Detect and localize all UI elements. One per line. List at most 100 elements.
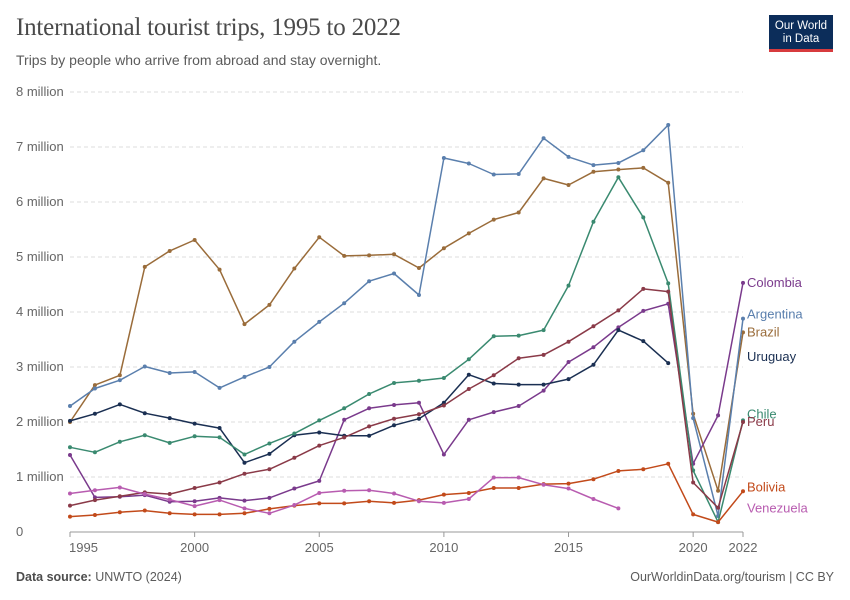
data-point[interactable] [541, 482, 546, 487]
data-point[interactable] [566, 283, 571, 288]
data-point[interactable] [167, 416, 172, 421]
data-point[interactable] [92, 488, 97, 493]
data-point[interactable] [267, 506, 272, 511]
data-point[interactable] [242, 460, 247, 465]
data-point[interactable] [591, 219, 596, 224]
data-point[interactable] [92, 512, 97, 517]
data-point[interactable] [367, 424, 372, 429]
data-point[interactable] [566, 154, 571, 159]
data-point[interactable] [616, 506, 621, 511]
data-point[interactable] [117, 485, 122, 490]
data-point[interactable] [167, 511, 172, 516]
data-point[interactable] [367, 253, 372, 258]
data-point[interactable] [167, 248, 172, 253]
data-point[interactable] [342, 417, 347, 422]
data-point[interactable] [491, 475, 496, 480]
data-point[interactable] [516, 475, 521, 480]
data-point[interactable] [641, 467, 646, 472]
data-point[interactable] [92, 495, 97, 500]
data-point[interactable] [566, 339, 571, 344]
data-point[interactable] [392, 491, 397, 496]
data-point[interactable] [167, 497, 172, 502]
data-point[interactable] [117, 494, 122, 499]
data-point[interactable] [68, 404, 72, 409]
data-point[interactable] [666, 361, 671, 366]
data-point[interactable] [317, 430, 322, 435]
data-point[interactable] [117, 510, 122, 515]
data-point[interactable] [466, 417, 471, 422]
data-point[interactable] [666, 289, 671, 294]
data-point[interactable] [142, 492, 147, 497]
data-point[interactable] [217, 385, 222, 390]
data-point[interactable] [441, 500, 446, 505]
data-point[interactable] [68, 503, 72, 508]
data-point[interactable] [466, 231, 471, 236]
series-line-colombia[interactable] [69, 282, 744, 503]
data-point[interactable] [691, 480, 696, 485]
data-point[interactable] [242, 471, 247, 476]
data-point[interactable] [142, 264, 147, 269]
data-point[interactable] [416, 292, 421, 297]
data-point[interactable] [491, 217, 496, 222]
data-point[interactable] [741, 420, 745, 424]
data-point[interactable] [591, 169, 596, 174]
series-argentina[interactable] [68, 123, 745, 519]
data-point[interactable] [192, 504, 197, 509]
data-point[interactable] [566, 486, 571, 491]
data-point[interactable] [217, 480, 222, 485]
data-point[interactable] [292, 455, 297, 460]
data-point[interactable] [516, 210, 521, 215]
data-point[interactable] [641, 215, 646, 220]
data-point[interactable] [441, 376, 446, 380]
data-point[interactable] [516, 404, 521, 409]
series-line-argentina[interactable] [69, 124, 744, 517]
data-point[interactable] [317, 501, 322, 506]
data-point[interactable] [317, 319, 322, 324]
data-point[interactable] [641, 148, 646, 153]
data-point[interactable] [192, 499, 197, 504]
series-line-chile[interactable] [69, 176, 744, 523]
data-point[interactable] [317, 490, 322, 495]
data-point[interactable] [466, 387, 471, 391]
data-point[interactable] [716, 488, 721, 493]
series-bolivia[interactable] [68, 461, 745, 525]
data-point[interactable] [392, 252, 397, 257]
data-point[interactable] [217, 426, 222, 431]
data-point[interactable] [541, 382, 546, 387]
data-point[interactable] [591, 477, 596, 482]
data-point[interactable] [217, 512, 222, 517]
data-point[interactable] [367, 488, 372, 493]
data-point[interactable] [317, 418, 322, 423]
data-point[interactable] [167, 371, 172, 376]
data-point[interactable] [117, 402, 122, 407]
data-point[interactable] [292, 431, 297, 436]
data-point[interactable] [267, 365, 272, 369]
data-point[interactable] [267, 302, 272, 307]
data-point[interactable] [192, 369, 197, 374]
data-point[interactable] [441, 246, 446, 251]
data-point[interactable] [342, 488, 347, 493]
data-point[interactable] [591, 362, 596, 367]
data-point[interactable] [242, 322, 247, 327]
data-point[interactable] [192, 486, 197, 490]
data-point[interactable] [117, 378, 122, 383]
data-point[interactable] [217, 435, 222, 440]
data-point[interactable] [242, 452, 247, 457]
data-point[interactable] [516, 382, 521, 387]
data-point[interactable] [616, 175, 621, 180]
data-point[interactable] [342, 301, 347, 306]
data-point[interactable] [666, 281, 671, 286]
data-point[interactable] [342, 253, 347, 258]
owid-logo[interactable]: Our World in Data [769, 15, 833, 52]
data-point[interactable] [541, 388, 546, 393]
data-point[interactable] [741, 316, 745, 321]
data-point[interactable] [292, 339, 297, 344]
data-point[interactable] [566, 377, 571, 382]
data-point[interactable] [192, 421, 197, 426]
data-point[interactable] [491, 381, 496, 386]
data-point[interactable] [491, 373, 496, 378]
data-point[interactable] [192, 512, 197, 517]
data-point[interactable] [716, 413, 721, 418]
data-point[interactable] [367, 433, 372, 438]
data-point[interactable] [491, 172, 496, 177]
